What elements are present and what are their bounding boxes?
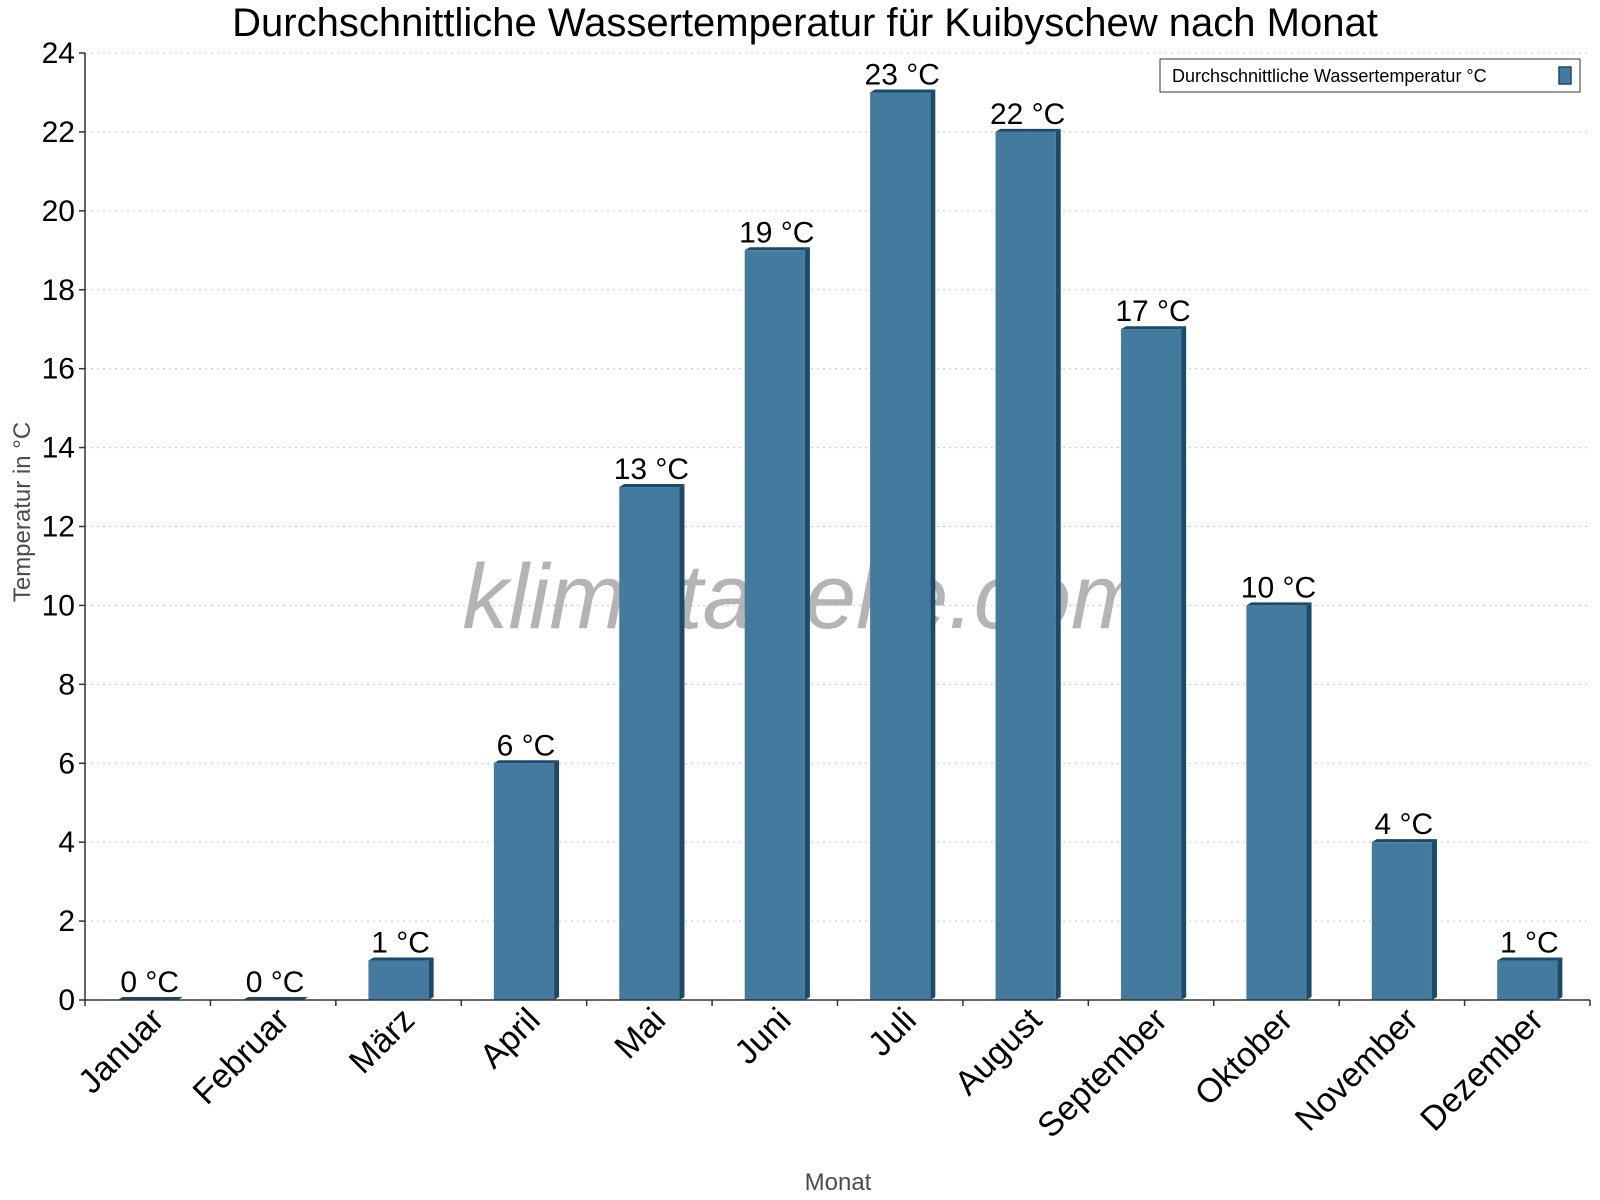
data-label: 10 °C [1241,571,1316,604]
data-label: 22 °C [990,98,1065,131]
bar-side [554,760,560,1000]
bar [1120,329,1182,1000]
x-tick-label: Januar [71,1001,171,1101]
legend-swatch [1558,66,1572,85]
y-tick-label: 16 [42,353,75,386]
legend: Durchschnittliche Wassertemperatur °C [1159,58,1581,93]
chart-title: Durchschnittliche Wassertemperatur für K… [232,1,1378,45]
grid-lines [85,52,1590,922]
bar-side [1181,326,1187,1000]
y-tick-label: 18 [42,274,75,307]
bar-top [619,484,685,488]
x-axis-label: Monat [805,1169,872,1196]
data-label: 19 °C [739,216,814,249]
data-label: 0 °C [246,966,305,999]
y-tick-label: 12 [42,511,75,544]
bar-side [1431,839,1437,1000]
bar-side [428,957,434,1000]
data-label: 13 °C [614,453,689,486]
y-tick-label: 8 [58,668,75,701]
y-axis-label: Temperatur in °C [9,422,36,602]
bar-top [493,760,560,764]
bar-side [930,89,936,1001]
y-tick-label: 20 [42,195,75,228]
bars [117,89,1563,1001]
bar [368,960,429,1000]
bar [995,131,1056,1000]
bar-side [1557,957,1563,1000]
data-label: 6 °C [497,729,556,762]
x-tick-label: Februar [186,1001,297,1112]
bar-top [995,128,1061,132]
x-tick-label: April [473,1001,548,1076]
data-label: 1 °C [1500,927,1559,960]
x-tick-labels: Januar Februar März April Mai Juni Juli AugustS… [71,1000,1551,1145]
data-label: 23 °C [865,58,940,91]
y-tick-label: 22 [42,116,75,149]
bar [870,92,931,1001]
bar [1497,960,1558,1000]
bar [744,250,805,1000]
data-labels: 0 °C 0 °C 1 °C 6 °C 13 °C 19 °C 23 °C 22 °C 17 °… [120,58,1558,999]
bar [619,487,680,1001]
bar-top [744,247,810,251]
bar-top [1497,957,1563,961]
y-tick-label: 10 [42,589,75,622]
x-tick-label: November [1288,1001,1426,1139]
bar-top [870,89,936,93]
legend-box [1159,58,1581,93]
bar-side [804,247,810,1000]
x-tick-label: Oktober [1188,1001,1300,1113]
bar-side [1055,128,1061,1000]
data-label: 1 °C [371,927,430,960]
y-tick-label: 14 [42,432,75,465]
x-tick-label: März [342,1001,422,1081]
axes [79,52,1591,1006]
x-tick-label: Dezember [1413,1001,1551,1139]
x-tick-label: Juli [861,1001,924,1064]
bar [1246,605,1307,1000]
x-tick-label: Mai [607,1001,673,1067]
data-label: 0 °C [120,966,179,999]
bar-top [1120,326,1187,330]
bar-top [368,957,434,961]
bar [493,763,555,1000]
y-tick-label: 4 [58,826,75,859]
data-label: 17 °C [1115,295,1190,328]
x-tick-label: Juni [727,1001,798,1072]
x-tick-label: September [1030,1001,1174,1145]
bar [1371,842,1432,1000]
bar-side [679,484,685,1001]
y-tick-label: 24 [42,37,75,70]
data-label: 4 °C [1375,808,1434,841]
x-tick-label: August [948,1000,1050,1102]
y-tick-label: 2 [58,905,75,938]
bar-side [1306,602,1312,1000]
legend-label: Durchschnittliche Wassertemperatur °C [1172,66,1487,86]
y-tick-label: 6 [58,747,75,780]
bar-top [1371,839,1437,843]
y-tick-label: 0 [58,984,75,1017]
bar-top [1246,602,1312,606]
